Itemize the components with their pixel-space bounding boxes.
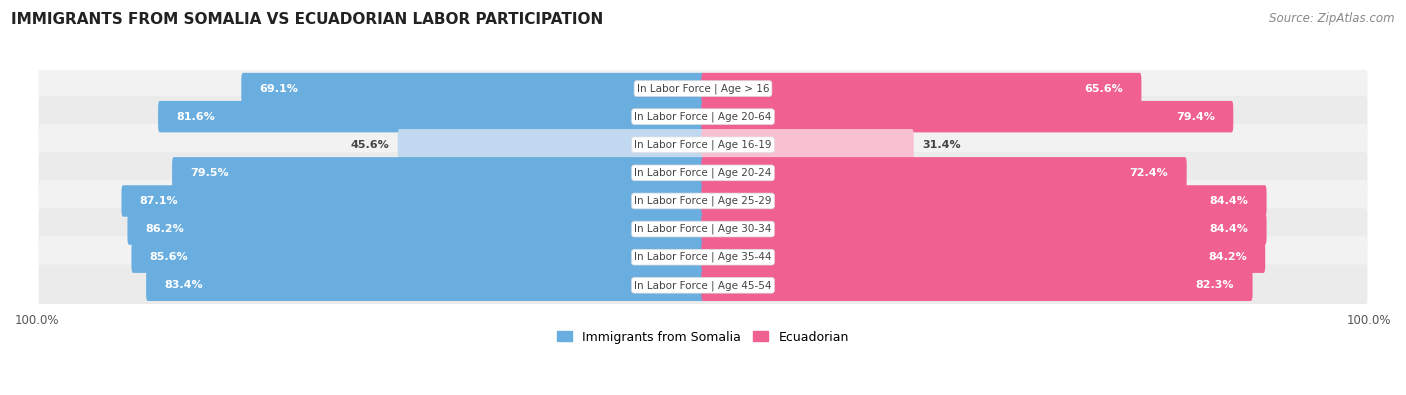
Text: In Labor Force | Age 30-34: In Labor Force | Age 30-34 [634, 224, 772, 234]
Text: 45.6%: 45.6% [350, 140, 389, 150]
Text: IMMIGRANTS FROM SOMALIA VS ECUADORIAN LABOR PARTICIPATION: IMMIGRANTS FROM SOMALIA VS ECUADORIAN LA… [11, 12, 603, 27]
FancyBboxPatch shape [702, 213, 1267, 245]
FancyBboxPatch shape [38, 96, 1368, 137]
Text: Source: ZipAtlas.com: Source: ZipAtlas.com [1270, 12, 1395, 25]
FancyBboxPatch shape [128, 213, 704, 245]
FancyBboxPatch shape [702, 129, 914, 160]
FancyBboxPatch shape [702, 157, 1187, 188]
Text: 65.6%: 65.6% [1084, 84, 1123, 94]
Text: 83.4%: 83.4% [165, 280, 202, 290]
Text: In Labor Force | Age 20-24: In Labor Force | Age 20-24 [634, 167, 772, 178]
Text: In Labor Force | Age 16-19: In Labor Force | Age 16-19 [634, 139, 772, 150]
Text: 84.4%: 84.4% [1209, 196, 1249, 206]
FancyBboxPatch shape [121, 185, 704, 217]
Text: 82.3%: 82.3% [1195, 280, 1234, 290]
FancyBboxPatch shape [146, 269, 704, 301]
Text: 31.4%: 31.4% [922, 140, 960, 150]
Text: In Labor Force | Age > 16: In Labor Force | Age > 16 [637, 83, 769, 94]
FancyBboxPatch shape [172, 157, 704, 188]
Text: In Labor Force | Age 25-29: In Labor Force | Age 25-29 [634, 196, 772, 206]
Text: 85.6%: 85.6% [150, 252, 188, 262]
Text: In Labor Force | Age 35-44: In Labor Force | Age 35-44 [634, 252, 772, 262]
FancyBboxPatch shape [38, 180, 1368, 222]
FancyBboxPatch shape [38, 152, 1368, 194]
Text: 86.2%: 86.2% [146, 224, 184, 234]
Text: 72.4%: 72.4% [1129, 168, 1168, 178]
FancyBboxPatch shape [38, 124, 1368, 166]
FancyBboxPatch shape [131, 241, 704, 273]
FancyBboxPatch shape [242, 73, 704, 104]
Text: In Labor Force | Age 20-64: In Labor Force | Age 20-64 [634, 111, 772, 122]
Text: 79.4%: 79.4% [1175, 112, 1215, 122]
FancyBboxPatch shape [702, 185, 1267, 217]
Text: 81.6%: 81.6% [176, 112, 215, 122]
FancyBboxPatch shape [702, 269, 1253, 301]
FancyBboxPatch shape [38, 208, 1368, 250]
Text: 69.1%: 69.1% [260, 84, 298, 94]
FancyBboxPatch shape [702, 101, 1233, 132]
FancyBboxPatch shape [38, 236, 1368, 278]
FancyBboxPatch shape [398, 129, 704, 160]
Text: 84.4%: 84.4% [1209, 224, 1249, 234]
FancyBboxPatch shape [38, 265, 1368, 306]
FancyBboxPatch shape [157, 101, 704, 132]
Text: 84.2%: 84.2% [1208, 252, 1247, 262]
Text: 87.1%: 87.1% [139, 196, 179, 206]
FancyBboxPatch shape [38, 68, 1368, 109]
Legend: Immigrants from Somalia, Ecuadorian: Immigrants from Somalia, Ecuadorian [553, 325, 853, 349]
Text: In Labor Force | Age 45-54: In Labor Force | Age 45-54 [634, 280, 772, 290]
FancyBboxPatch shape [702, 241, 1265, 273]
FancyBboxPatch shape [702, 73, 1142, 104]
Text: 79.5%: 79.5% [190, 168, 229, 178]
